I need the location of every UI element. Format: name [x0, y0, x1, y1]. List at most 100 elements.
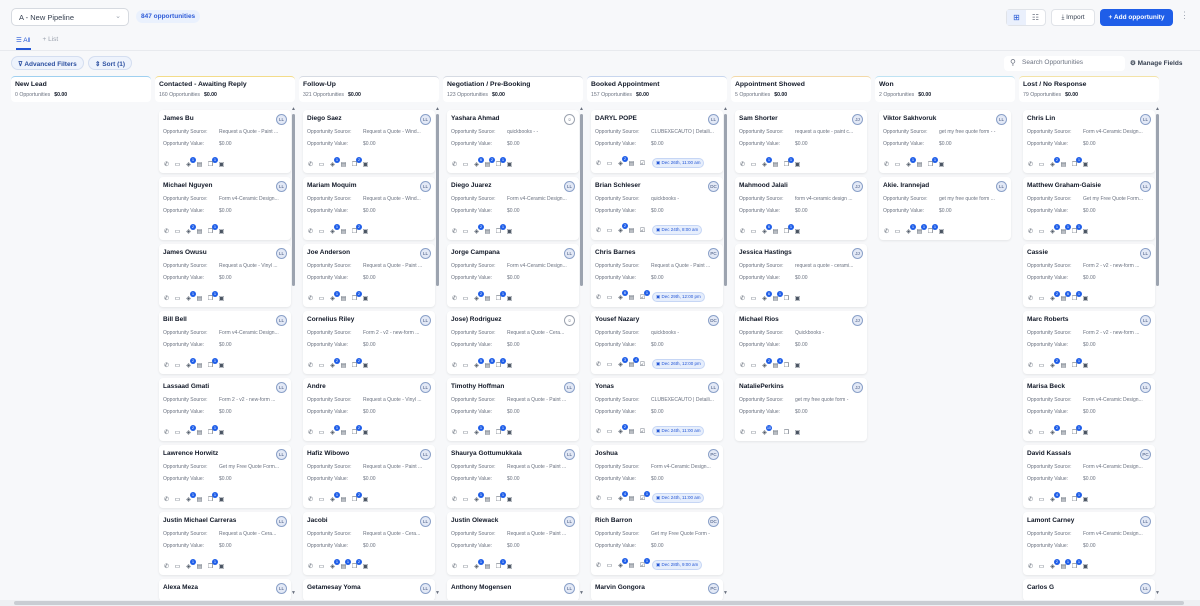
notes-icon[interactable]: ▤: [628, 495, 635, 502]
tasks-icon[interactable]: ❐ 1: [1071, 492, 1082, 503]
tag-icon[interactable]: ◈ 6: [761, 291, 772, 302]
opportunity-card[interactable]: DARYL POPE LL Opportunity Source: CLUBEXECA…: [591, 110, 723, 173]
opportunity-card[interactable]: Lassaad Gmati LL Opportunity Source: Form 2…: [159, 378, 291, 441]
chat-icon[interactable]: ▭: [174, 296, 181, 302]
scroll-down-arrow[interactable]: ▼: [1155, 590, 1160, 596]
owner-avatar[interactable]: LL: [564, 516, 575, 527]
notes-icon[interactable]: ▤ 1: [916, 224, 927, 235]
opportunity-card[interactable]: Lawrence Horwitz LL Opportunity Source: Get…: [159, 445, 291, 508]
tag-icon[interactable]: ◈ 1: [473, 492, 484, 503]
phone-icon[interactable]: ✆: [451, 564, 458, 570]
notes-icon[interactable]: ▤: [484, 229, 491, 235]
owner-avatar[interactable]: JJ: [852, 114, 863, 125]
chat-icon[interactable]: ▭: [318, 430, 325, 436]
notes-icon[interactable]: ▤ 2: [484, 157, 495, 168]
notes-icon[interactable]: ▤: [196, 296, 203, 302]
phone-icon[interactable]: ✆: [307, 497, 314, 503]
notes-icon[interactable]: ▤ 4: [628, 356, 639, 368]
calendar-icon[interactable]: ▣: [506, 162, 513, 168]
tasks-icon[interactable]: ❐ 1: [927, 224, 938, 235]
pipeline-select[interactable]: A - New Pipeline ⌄: [11, 8, 129, 26]
opportunity-card[interactable]: Mahmood Jalali JJ Opportunity Source: form …: [735, 177, 867, 240]
owner-avatar[interactable]: LL: [276, 516, 287, 527]
notes-icon[interactable]: ▤: [1060, 162, 1067, 168]
owner-avatar[interactable]: LL: [1140, 114, 1151, 125]
phone-icon[interactable]: ✆: [163, 430, 170, 436]
opportunity-card[interactable]: Brian Schleser DC Opportunity Source: quick…: [591, 177, 723, 240]
phone-icon[interactable]: ✆: [451, 296, 458, 302]
calendar-icon[interactable]: ▣: [1082, 564, 1089, 570]
chat-icon[interactable]: ▭: [606, 562, 613, 569]
opportunity-card[interactable]: Lamont Carney LL Opportunity Source: Form v…: [1023, 512, 1155, 575]
tag-icon[interactable]: ◈ 1: [473, 425, 484, 436]
notes-icon[interactable]: ▤: [196, 497, 203, 503]
owner-avatar[interactable]: LL: [420, 382, 431, 393]
phone-icon[interactable]: ✆: [595, 361, 602, 368]
opportunity-card[interactable]: Joe Anderson LL Opportunity Source: Request…: [303, 244, 435, 307]
chat-icon[interactable]: ▭: [1038, 497, 1045, 503]
chat-icon[interactable]: ▭: [894, 229, 901, 235]
calendar-icon[interactable]: ▣: [938, 162, 945, 168]
notes-icon[interactable]: ▤: [772, 162, 779, 168]
tag-icon[interactable]: ◈ 2: [617, 222, 628, 234]
opportunity-card[interactable]: Yousef Nazary DC Opportunity Source: quickb…: [591, 311, 723, 374]
appointment-chip[interactable]: ▣ Dec 28th, 9:00 am: [652, 560, 703, 570]
checkbox-icon[interactable]: ☑ 1: [639, 490, 650, 502]
opportunity-card[interactable]: Michael Rios JJ Opportunity Source: Quickbo…: [735, 311, 867, 374]
tag-icon[interactable]: ◈ 1: [1049, 224, 1060, 235]
calendar-icon[interactable]: ▣: [1082, 430, 1089, 436]
tasks-icon[interactable]: ❐ 1: [207, 224, 218, 235]
owner-avatar[interactable]: LL: [276, 248, 287, 259]
phone-icon[interactable]: ✆: [163, 162, 170, 168]
opportunity-card[interactable]: Marisa Beck LL Opportunity Source: Form v4-…: [1023, 378, 1155, 441]
tag-icon[interactable]: ◈ 2: [617, 155, 628, 167]
tag-icon[interactable]: ◈ 1: [329, 425, 340, 436]
calendar-icon[interactable]: ▣: [794, 363, 801, 369]
phone-icon[interactable]: ✆: [595, 495, 602, 502]
appointment-chip[interactable]: ▣ Dec 26th, 11:00 am: [652, 158, 705, 168]
chat-icon[interactable]: ▭: [462, 229, 469, 235]
list-icon[interactable]: ☷: [1031, 13, 1040, 22]
owner-avatar[interactable]: LL: [564, 382, 575, 393]
tasks-icon[interactable]: ❐: [783, 363, 790, 369]
phone-icon[interactable]: ✆: [451, 430, 458, 436]
checkbox-icon[interactable]: ☑ 1: [639, 557, 650, 569]
tag-icon[interactable]: ◈ 2: [185, 358, 196, 369]
opportunity-card[interactable]: Diego Juarez LL Opportunity Source: Form v4…: [447, 177, 579, 240]
opportunity-card[interactable]: Alexa Meza LL: [159, 579, 291, 601]
phone-icon[interactable]: ✆: [1027, 430, 1034, 436]
chat-icon[interactable]: ▭: [606, 361, 613, 368]
phone-icon[interactable]: ✆: [307, 564, 314, 570]
tasks-icon[interactable]: ❐ 2: [351, 358, 362, 369]
owner-avatar[interactable]: JJ: [852, 315, 863, 326]
opportunity-card[interactable]: Marc Roberts LL Opportunity Source: Form 2 …: [1023, 311, 1155, 374]
phone-icon[interactable]: ✆: [1027, 229, 1034, 235]
owner-avatar[interactable]: LL: [1140, 516, 1151, 527]
phone-icon[interactable]: ✆: [307, 296, 314, 302]
calendar-icon[interactable]: ▣: [362, 564, 369, 570]
chat-icon[interactable]: ▭: [174, 564, 181, 570]
owner-avatar[interactable]: PC: [708, 449, 719, 460]
phone-icon[interactable]: ✆: [1027, 296, 1034, 302]
chat-icon[interactable]: ▭: [750, 229, 757, 235]
tasks-icon[interactable]: ❐ 2: [351, 425, 362, 436]
appointment-chip[interactable]: ▣ Dec 29th, 12:00 pm: [652, 292, 705, 302]
tasks-icon[interactable]: ❐ 1: [207, 291, 218, 302]
tag-icon[interactable]: ◈ 5: [473, 358, 484, 369]
tab-add-list[interactable]: + List: [42, 36, 59, 43]
tag-icon[interactable]: ◈ 2: [1049, 559, 1060, 570]
tab-all[interactable]: ☰ All: [16, 36, 31, 50]
notes-icon[interactable]: ▤: [484, 430, 491, 436]
phone-icon[interactable]: ✆: [1027, 363, 1034, 369]
calendar-icon[interactable]: ▣: [218, 430, 225, 436]
scroll-up-arrow[interactable]: ▲: [291, 106, 296, 112]
phone-icon[interactable]: ✆: [883, 162, 890, 168]
opportunity-card[interactable]: Getamesay Yoma LL: [303, 579, 435, 601]
tag-icon[interactable]: ◈ 1: [329, 492, 340, 503]
phone-icon[interactable]: ✆: [451, 497, 458, 503]
tag-icon[interactable]: ◈ 2: [1049, 358, 1060, 369]
checkbox-icon[interactable]: ☑: [639, 160, 646, 167]
chat-icon[interactable]: ▭: [318, 162, 325, 168]
opportunity-card[interactable]: Justin Michael Carreras LL Opportunity Sou…: [159, 512, 291, 575]
opportunity-card[interactable]: James Bu LL Opportunity Source: Request a Q…: [159, 110, 291, 173]
